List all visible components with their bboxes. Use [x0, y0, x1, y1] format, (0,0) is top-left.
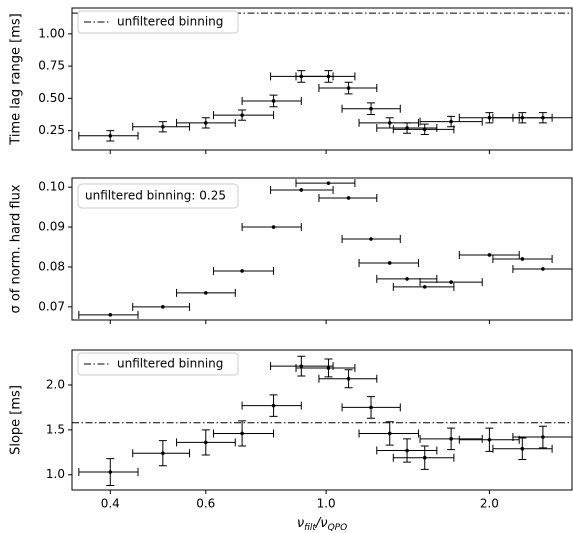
plot-frame — [71, 177, 573, 321]
legend-label: unfiltered binning — [117, 357, 223, 371]
y-tick-label: 0.75 — [38, 59, 65, 73]
x-error-bar — [295, 72, 356, 81]
annotation-box — [77, 183, 239, 209]
data-point — [387, 121, 392, 125]
x-error-bar — [78, 310, 139, 319]
data-point — [369, 106, 373, 111]
x-error-bar — [241, 223, 302, 232]
data-point — [422, 127, 427, 132]
y-tick-label: 0.25 — [38, 123, 65, 137]
data-point — [326, 181, 331, 185]
x-label-subscript: filt — [304, 523, 316, 533]
x-error-bar — [241, 96, 302, 105]
y-tick-label: 0.09 — [38, 220, 65, 234]
data-point — [449, 437, 453, 441]
data-point — [108, 134, 113, 138]
data-point — [422, 285, 427, 289]
data-point — [326, 74, 331, 79]
data-point — [422, 455, 427, 460]
y-tick-label: 1.00 — [38, 26, 65, 40]
data-point — [387, 261, 392, 265]
data-point — [161, 451, 165, 456]
y-tick-label: 1.5 — [46, 422, 65, 436]
x-error-bar — [78, 468, 139, 477]
x-error-bar — [78, 131, 139, 140]
data-point — [271, 225, 276, 229]
data-point — [203, 440, 208, 445]
legend-box — [77, 352, 239, 376]
x-error-bar — [241, 401, 302, 410]
data-point — [346, 196, 351, 200]
data-point — [520, 257, 525, 261]
data-point — [108, 313, 113, 317]
x-label-part: /ν — [315, 516, 328, 531]
data-point — [369, 237, 373, 241]
x-tick-label: 1.0 — [317, 497, 336, 511]
x-error-bar — [295, 179, 356, 188]
data-point — [487, 115, 492, 120]
data-point — [487, 437, 492, 442]
y-tick-label: 0.50 — [38, 91, 65, 105]
plot-frame — [71, 7, 573, 151]
x-label-part: ν — [297, 516, 304, 531]
data-point — [541, 115, 545, 120]
data-point — [541, 267, 545, 271]
data-point — [299, 188, 304, 192]
x-tick-label: 2.0 — [480, 497, 499, 511]
y-tick-label: 2.0 — [46, 378, 65, 392]
data-point — [520, 446, 525, 451]
annotation: unfiltered binning: 0.25 — [85, 189, 226, 203]
x-error-bar — [295, 363, 356, 372]
data-point — [405, 277, 409, 281]
y-axis-label: σ of norm. hard flux — [9, 184, 24, 313]
data-point — [449, 119, 453, 124]
legend-label: unfiltered binning — [117, 15, 223, 29]
x-label-subscript: QPO — [328, 523, 348, 533]
data-point — [240, 269, 244, 273]
legend-box — [77, 10, 239, 34]
data-point — [487, 253, 492, 257]
data-point — [271, 99, 276, 103]
y-tick-label: 0.10 — [38, 180, 65, 194]
y-tick-label: 1.0 — [46, 467, 65, 481]
data-point — [271, 403, 276, 408]
data-point — [161, 124, 165, 129]
data-point — [240, 431, 244, 436]
data-point — [387, 431, 392, 436]
data-point — [299, 364, 304, 368]
data-point — [240, 113, 244, 117]
data-point — [369, 405, 373, 410]
data-point — [346, 376, 351, 381]
data-point — [541, 435, 545, 439]
data-point — [161, 305, 165, 309]
data-point — [346, 86, 351, 90]
x-axis-label: νfilt/νQPO — [297, 516, 347, 533]
y-tick-label: 0.07 — [38, 299, 65, 313]
data-point — [405, 448, 409, 453]
data-point — [203, 291, 208, 295]
data-point — [449, 280, 453, 284]
plot-frame — [71, 349, 573, 491]
data-point — [203, 121, 208, 125]
y-axis-label: Time lag range [ms] — [9, 13, 24, 145]
y-axis-label: Slope [ms] — [9, 385, 24, 455]
data-point — [108, 470, 113, 474]
x-tick-label: 0.6 — [196, 497, 215, 511]
y-tick-label: 0.08 — [38, 259, 65, 273]
x-tick-label: 0.4 — [101, 497, 120, 511]
data-point — [326, 366, 331, 370]
